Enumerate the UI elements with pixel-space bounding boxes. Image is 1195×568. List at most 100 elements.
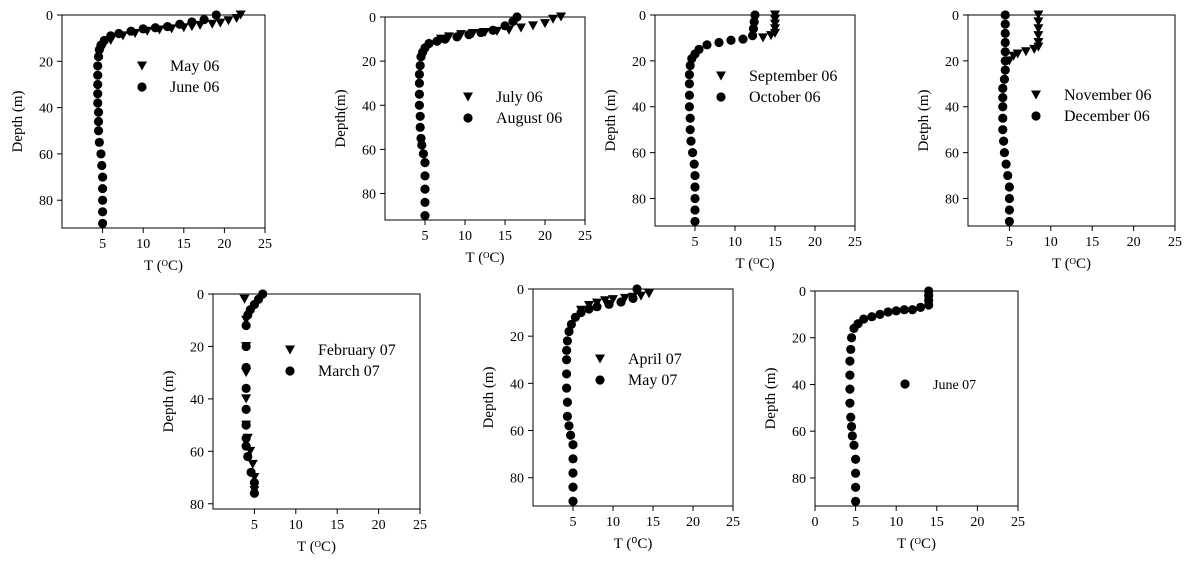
data-point — [1001, 159, 1011, 169]
x-axis-label: T (ᴼC) — [736, 256, 775, 272]
y-tick-label: 20 — [510, 330, 524, 345]
data-point — [223, 16, 234, 26]
y-axis-label: Depth (m) — [10, 90, 26, 152]
data-point — [758, 33, 768, 43]
data-point — [1000, 10, 1010, 20]
data-point — [93, 107, 104, 117]
data-point — [414, 69, 424, 79]
data-point — [915, 302, 926, 312]
data-point — [98, 184, 108, 194]
data-point — [199, 15, 209, 25]
data-point — [556, 12, 566, 22]
data-point — [608, 295, 618, 305]
data-point — [867, 312, 877, 322]
x-tick-label: 25 — [1168, 235, 1182, 250]
data-point — [98, 218, 108, 228]
data-point — [508, 16, 518, 27]
data-point — [241, 394, 252, 404]
data-point — [562, 355, 572, 365]
data-point — [845, 398, 855, 408]
x-axis-label: T (ᴼC) — [897, 536, 936, 552]
data-point — [770, 19, 780, 29]
data-point — [420, 171, 430, 181]
data-point — [241, 441, 251, 451]
y-tick-label: 80 — [362, 188, 376, 203]
data-point — [93, 79, 103, 90]
data-point — [1029, 44, 1040, 54]
x-tick-label: 15 — [330, 518, 344, 533]
x-tick-label: 20 — [808, 235, 822, 250]
data-point — [215, 18, 226, 28]
data-point — [636, 291, 646, 301]
data-point — [849, 440, 859, 450]
data-point — [562, 345, 572, 355]
data-point — [592, 302, 602, 312]
series-november-06 — [1004, 10, 1044, 66]
data-point — [414, 78, 424, 88]
legend: June 07 — [900, 378, 976, 393]
data-point — [93, 61, 103, 71]
data-point — [415, 111, 425, 121]
x-tick-label: 20 — [217, 237, 231, 252]
data-point — [239, 294, 250, 304]
data-point — [770, 24, 780, 34]
legend-marker — [463, 92, 473, 102]
data-point — [684, 90, 695, 100]
data-point — [899, 305, 909, 315]
x-tick-label: 5 — [852, 515, 859, 530]
legend-marker — [137, 61, 147, 71]
y-tick-label: 40 — [792, 378, 806, 393]
data-point — [616, 297, 626, 307]
x-tick-label: 10 — [136, 237, 150, 252]
data-point — [1003, 170, 1013, 181]
data-point — [1000, 19, 1010, 29]
panel-1: 5 10 15 20 25 0 20 40 60 80 T (ᴼC) Depth (m) May 06 J… — [10, 9, 272, 274]
data-point — [241, 320, 251, 331]
data-point — [452, 32, 462, 42]
y-tick-label: 20 — [190, 340, 204, 355]
legend-marker — [285, 366, 295, 376]
legend-marker — [595, 354, 605, 364]
data-point — [875, 309, 885, 319]
y-tick-label: 40 — [362, 99, 376, 114]
data-point — [883, 307, 893, 317]
y-tick-label: 20 — [792, 332, 806, 347]
data-point — [568, 482, 578, 492]
data-point — [562, 383, 572, 393]
x-tick-label: 20 — [686, 515, 700, 530]
data-point — [150, 23, 160, 33]
y-tick-label: 0 — [46, 9, 53, 24]
data-point — [207, 19, 218, 29]
plot-frame — [61, 14, 266, 229]
x-tick-label: 15 — [1085, 235, 1099, 250]
x-tick-label: 10 — [458, 229, 472, 244]
plot-frame — [212, 293, 421, 510]
data-point — [98, 172, 108, 182]
data-point — [93, 116, 104, 127]
data-point — [566, 319, 577, 329]
data-point — [998, 92, 1008, 103]
data-point — [500, 21, 510, 31]
data-point — [540, 19, 550, 29]
y-tick-label: 40 — [190, 393, 204, 408]
series-june-06 — [93, 10, 221, 228]
y-tick-label: 0 — [799, 285, 806, 300]
data-point — [566, 430, 576, 440]
y-tick-label: 20 — [362, 55, 376, 70]
y-tick-label: 60 — [792, 425, 806, 440]
data-point — [846, 344, 856, 355]
series-june-07 — [845, 286, 934, 506]
legend-label: November 06 — [1064, 87, 1152, 104]
data-point — [1033, 17, 1044, 27]
x-tick-label: 5 — [422, 229, 429, 244]
data-point — [243, 451, 253, 462]
y-tick-label: 40 — [510, 377, 524, 392]
y-tick-label: 0 — [952, 9, 959, 24]
data-point — [420, 210, 430, 221]
series-october-06 — [684, 10, 760, 227]
data-point — [241, 420, 251, 430]
x-tick-label: 10 — [889, 515, 903, 530]
data-point — [1033, 10, 1044, 20]
y-tick-label: 0 — [517, 283, 524, 298]
y-tick-label: 40 — [39, 102, 53, 117]
